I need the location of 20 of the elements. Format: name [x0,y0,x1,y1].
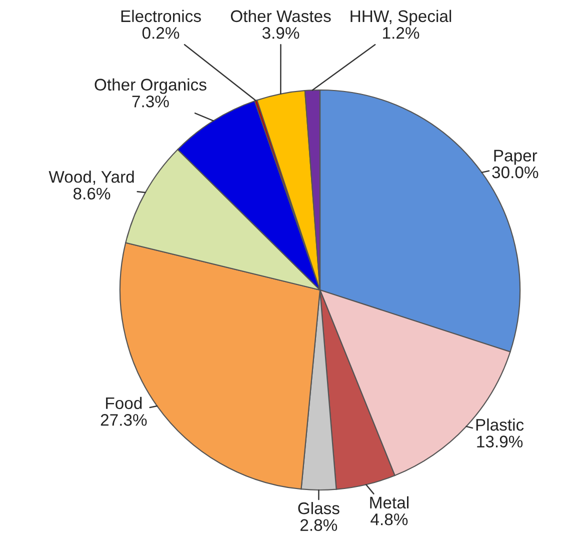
slice-label: Paper [494,150,538,165]
slice-label: Electronics [121,10,201,22]
data-label: 1.2% [383,27,420,39]
slice-label: Plastic [476,418,524,431]
slice-label: Glass [298,502,340,514]
slice-label: Wood, Yard [48,170,134,185]
data-label: 13.9% [477,436,523,448]
data-label: 30.0% [492,166,538,178]
slice-label: Other Wastes [230,10,331,22]
data-label: 4.8% [370,513,408,526]
data-label: 3.9% [262,27,300,39]
data-label: 7.3% [132,96,169,108]
data-label: 2.8% [300,519,338,531]
data-label: 27.3% [100,414,147,426]
data-label: 8.6% [74,188,110,200]
slice-label: Food [106,396,142,410]
slice-label: Other Organics [94,78,206,94]
slice-label: HHW, Special [350,10,452,26]
data-label: 0.2% [142,27,180,39]
slice-label: Metal [370,496,408,509]
